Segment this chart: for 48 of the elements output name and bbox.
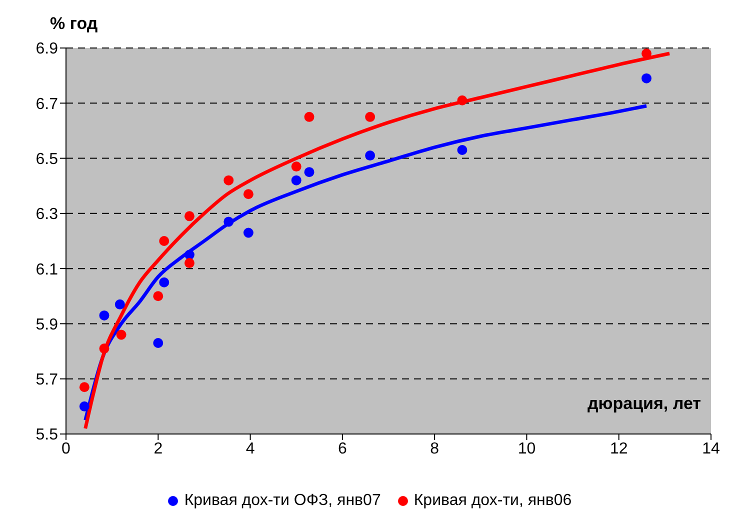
x-tick-label: 8 [430,440,440,458]
y-tick-label: 6.3 [36,206,58,224]
point [304,167,314,178]
point [184,211,194,222]
point [153,338,164,348]
point [224,175,234,186]
point [114,299,125,310]
point [365,112,376,122]
point [243,189,254,200]
point [642,48,652,59]
point [304,112,314,122]
point [79,382,90,392]
y-tick-label: 5.9 [36,316,58,334]
point [291,175,302,186]
point [153,291,164,302]
x-tick-label: 14 [702,440,720,458]
legend-label: Кривая дох-ти ОФЗ, янв07 [184,492,381,510]
x-tick-label: 0 [62,440,71,458]
point [99,310,110,320]
y-tick-label: 6.5 [36,150,58,168]
y-tick-label: 6.9 [36,40,58,58]
y-tick-label: 5.5 [36,426,58,444]
x-tick-label: 6 [338,440,347,458]
x-axis-title: дюрация, лет [587,394,701,414]
point [159,236,170,246]
y-tick-label: 6.7 [36,96,58,113]
point [642,73,652,84]
point [243,228,254,238]
y-axis-title: % год [50,14,98,34]
x-tick-label: 2 [154,440,163,458]
point [184,258,194,268]
x-tick-label: 10 [518,440,536,458]
point [79,401,90,412]
point [291,162,302,172]
point [224,216,234,227]
x-tick-label: 12 [610,440,628,458]
legend-label: Кривая дох-ти, янв06 [414,492,572,510]
point [457,145,468,156]
point [457,95,468,106]
point [184,250,194,260]
y-tick-label: 5.7 [36,372,58,389]
line-series [84,52,672,430]
point [99,344,110,354]
y-tick-label: 6.1 [36,261,58,278]
point [365,150,376,161]
x-tick-label: 4 [246,440,255,458]
point [159,277,170,288]
point [116,330,126,340]
